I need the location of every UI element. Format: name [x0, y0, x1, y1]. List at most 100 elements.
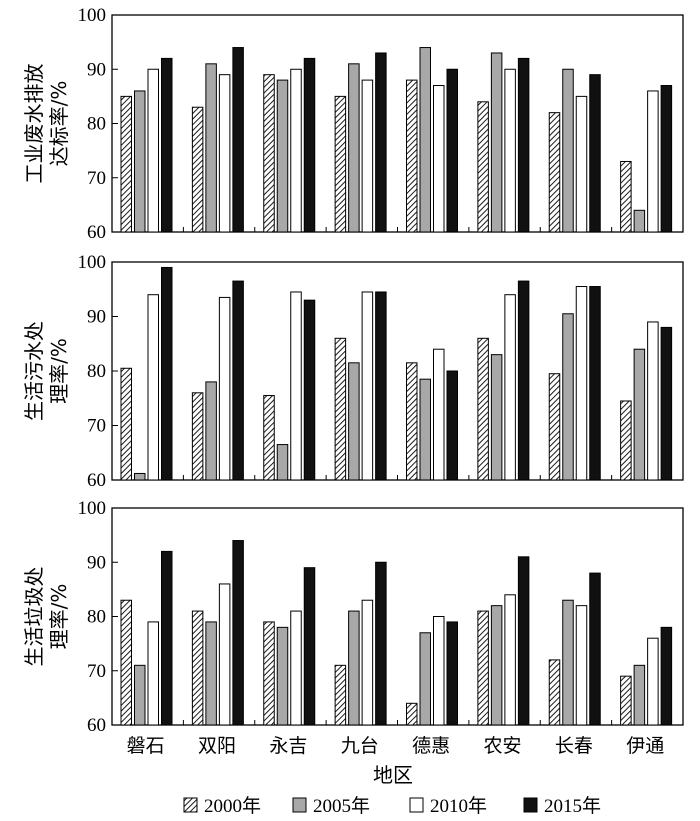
- bar-德惠-2010年: [433, 348, 445, 481]
- bar-永吉-2015年: [303, 57, 316, 233]
- x-tick-label: 九台: [341, 735, 379, 757]
- x-tick-label: 伊通: [626, 735, 664, 757]
- y-tick-label: 90: [87, 59, 106, 80]
- bar-长春-2010年: [575, 605, 588, 726]
- bar-双阳-2010年: [218, 583, 231, 726]
- bar-九台-2005年: [348, 63, 360, 233]
- bar-农安-2005年: [490, 605, 503, 726]
- y-tick-label: 70: [87, 168, 106, 189]
- bar-德惠-2015年: [446, 621, 458, 726]
- bar-永吉-2015年: [303, 299, 316, 481]
- bar-永吉-2015年: [303, 567, 316, 726]
- bar-伊通-2005年: [633, 664, 646, 726]
- bar-磐石-2015年: [161, 266, 173, 481]
- bar-九台-2015年: [375, 561, 387, 726]
- bar-伊通-2015年: [660, 326, 673, 481]
- bar-伊通-2005年: [633, 348, 646, 481]
- bar-磐石-2015年: [161, 57, 173, 233]
- chart-panel-3: 60 70 80 90 100 生活垃圾处理率/%: [22, 498, 684, 736]
- y-tick-label: 80: [87, 361, 106, 382]
- bar-长春-2010年: [575, 286, 588, 481]
- bar-双阳-2000年: [191, 392, 204, 481]
- bar-伊通-2015年: [660, 626, 673, 726]
- bar-磐石-2005年: [134, 90, 146, 233]
- bar-九台-2005年: [348, 362, 360, 481]
- bar-九台-2015年: [375, 291, 387, 481]
- bar-农安-2015年: [517, 556, 530, 726]
- bar-伊通-2010年: [647, 90, 659, 233]
- bar-九台-2000年: [334, 95, 347, 233]
- bar-双阳-2015年: [232, 47, 244, 233]
- bar-双阳-2015年: [232, 280, 244, 481]
- bar-农安-2005年: [490, 354, 503, 481]
- legend-label: 2005年: [313, 795, 370, 817]
- bar-永吉-2000年: [263, 621, 275, 726]
- bar-双阳-2000年: [191, 610, 204, 726]
- bar-德惠-2005年: [419, 378, 431, 481]
- bar-九台-2010年: [361, 79, 374, 233]
- bar-永吉-2010年: [290, 610, 302, 726]
- y-tick-label: 80: [87, 114, 106, 135]
- chart-panel-1: 60 70 80 90 100 工业废水排放达标率/%: [22, 5, 684, 243]
- legend: 2000年 2005年 2010年 2015年: [183, 795, 601, 817]
- bar-德惠-2000年: [406, 79, 418, 233]
- bar-农安-2010年: [504, 68, 516, 233]
- bar-九台-2000年: [334, 664, 347, 726]
- legend-swatch: [183, 797, 198, 813]
- bar-九台-2015年: [375, 52, 387, 233]
- bar-长春-2010年: [575, 95, 588, 233]
- bar-德惠-2010年: [433, 616, 445, 726]
- bar-德惠-2010年: [433, 85, 445, 233]
- bar-德惠-2000年: [406, 362, 418, 481]
- bar-农安-2010年: [504, 294, 516, 481]
- y-tick-label: 80: [87, 607, 106, 628]
- y-tick-label: 100: [78, 498, 107, 519]
- legend-label: 2015年: [544, 795, 601, 817]
- bar-九台-2010年: [361, 599, 374, 726]
- bar-德惠-2005年: [419, 47, 431, 233]
- y-tick-label: 70: [87, 661, 106, 682]
- bar-长春-2000年: [548, 112, 561, 233]
- bar-双阳-2010年: [218, 296, 231, 481]
- y-tick-label: 100: [78, 252, 107, 273]
- bar-伊通-2000年: [620, 400, 632, 481]
- bar-农安-2010年: [504, 594, 516, 726]
- bar-双阳-2015年: [232, 540, 244, 726]
- bar-永吉-2005年: [276, 626, 289, 726]
- y-tick-label: 90: [87, 307, 106, 328]
- bar-伊通-2000年: [620, 160, 632, 233]
- bar-农安-2015年: [517, 57, 530, 233]
- y-axis-label: 工业废水排放达标率/%: [22, 64, 71, 184]
- bar-磐石-2000年: [120, 367, 132, 481]
- y-tick-label: 90: [87, 552, 106, 573]
- x-tick-label: 农安: [484, 735, 522, 757]
- y-tick-label: 100: [78, 5, 107, 26]
- x-axis-label: 地区: [373, 763, 413, 787]
- bar-磐石-2010年: [147, 68, 159, 233]
- x-tick-label: 永吉: [269, 735, 307, 757]
- bar-磐石-2015年: [161, 550, 173, 726]
- legend-label: 2010年: [430, 795, 487, 817]
- bar-伊通-2000年: [620, 675, 632, 726]
- chart-panel-2: 60 70 80 90 100 生活污水处理率/%: [22, 252, 684, 491]
- bar-长春-2005年: [562, 68, 574, 233]
- bar-双阳-2005年: [205, 63, 217, 233]
- bar-双阳-2005年: [205, 381, 217, 481]
- bar-磐石-2000年: [120, 599, 132, 726]
- bar-农安-2005年: [490, 52, 503, 233]
- bar-九台-2010年: [361, 291, 374, 481]
- bar-永吉-2005年: [276, 444, 289, 481]
- y-axis-label: 生活污水处理率/%: [22, 321, 71, 421]
- bar-双阳-2005年: [205, 621, 217, 726]
- bar-磐石-2000年: [120, 95, 132, 233]
- y-tick-label: 60: [87, 715, 106, 736]
- legend-swatch: [292, 797, 307, 813]
- bar-双阳-2010年: [218, 74, 231, 233]
- bar-长春-2000年: [548, 659, 561, 726]
- bar-九台-2005年: [348, 610, 360, 726]
- bar-农安-2015年: [517, 280, 530, 481]
- bar-德惠-2015年: [446, 370, 458, 481]
- bar-长春-2005年: [562, 599, 574, 726]
- bar-九台-2000年: [334, 337, 347, 481]
